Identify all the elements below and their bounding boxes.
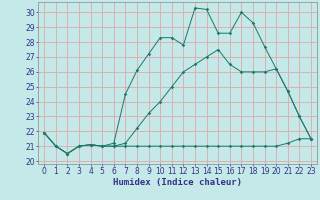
X-axis label: Humidex (Indice chaleur): Humidex (Indice chaleur) (113, 178, 242, 187)
